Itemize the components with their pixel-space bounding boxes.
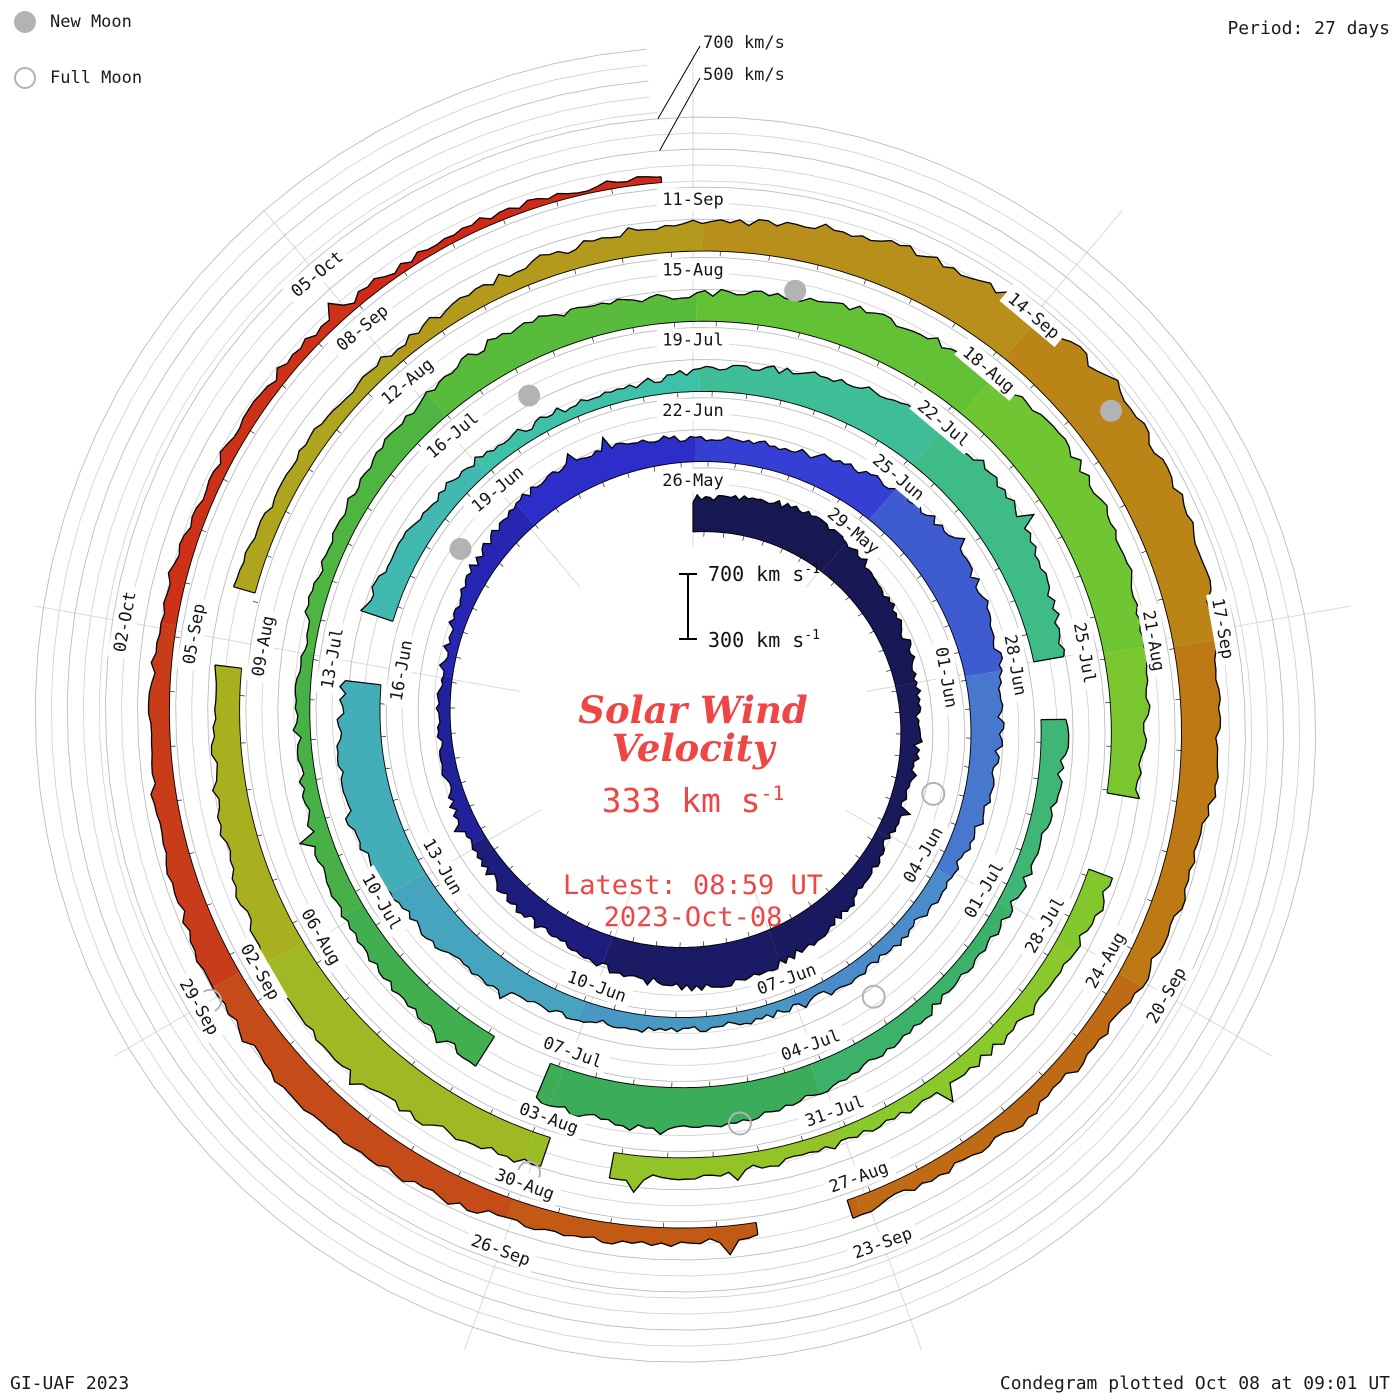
new-moon-icon [14,11,36,33]
svg-text:700 km s-1: 700 km s-1 [708,562,820,586]
svg-text:09-Aug: 09-Aug [248,614,278,678]
chart-title-line2: Velocity [611,725,775,770]
legend-full-moon-label: Full Moon [50,68,143,88]
svg-text:26-May: 26-May [662,471,723,491]
period-label: Period: 27 days [1227,18,1390,39]
full-moon-icon [14,67,36,89]
svg-text:25-Jul: 25-Jul [1069,621,1099,685]
svg-text:300 km s-1: 300 km s-1 [708,628,820,652]
svg-text:02-Oct: 02-Oct [110,590,140,654]
legend-full-moon: Full Moon [14,67,142,89]
svg-text:26-Sep: 26-Sep [468,1231,533,1271]
legend-new-moon-label: New Moon [50,12,132,32]
current-velocity-exponent: -1 [760,782,785,806]
svg-text:15-Aug: 15-Aug [662,260,723,280]
credit-label: GI-UAF 2023 [10,1373,130,1394]
svg-text:11-Sep: 11-Sep [662,190,723,210]
current-velocity-text: 333 km s [601,781,761,821]
outer-gridline-700-label: 700 km/s [703,33,785,53]
plotted-timestamp: Condegram plotted Oct 08 at 09:01 UT [999,1373,1390,1394]
legend-new-moon: New Moon [14,11,132,33]
latest-timestamp: Latest: 08:59 UT 2023-Oct-08 [393,870,993,932]
svg-text:22-Jun: 22-Jun [662,401,723,421]
svg-text:05-Oct: 05-Oct [287,247,347,302]
current-velocity-value: 333 km s-1 [393,781,993,820]
center-info: Solar Wind Velocity 333 km s-1 Latest: 0… [393,688,993,933]
chart-title-line1: Solar Wind [578,688,808,732]
svg-text:05-Sep: 05-Sep [179,602,209,666]
svg-text:28-Jun: 28-Jun [1000,633,1030,697]
outer-gridline-500-label: 500 km/s [703,65,785,85]
chart-title: Solar Wind Velocity [393,688,993,770]
latest-time-line: Latest: 08:59 UT [562,870,824,902]
svg-text:13-Jul: 13-Jul [318,626,348,690]
svg-text:19-Jul: 19-Jul [662,331,723,351]
latest-date-line: 2023-Oct-08 [603,901,783,933]
